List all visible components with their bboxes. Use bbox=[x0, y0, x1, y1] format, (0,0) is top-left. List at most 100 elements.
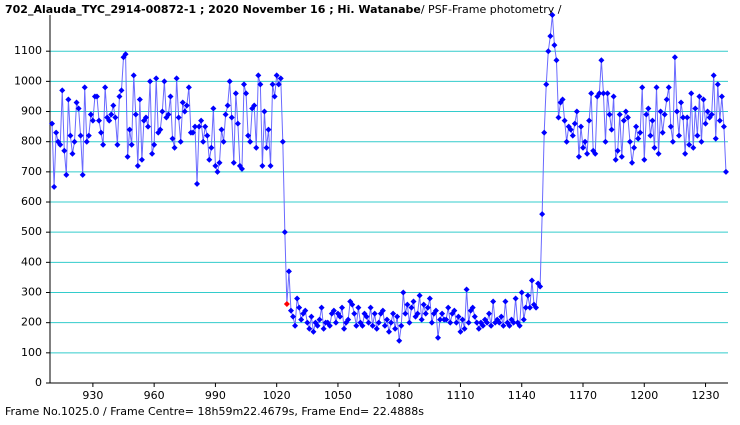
x-tick-label: 1200 bbox=[630, 389, 658, 402]
data-point bbox=[359, 322, 366, 329]
data-point bbox=[404, 301, 411, 308]
data-point bbox=[641, 156, 648, 163]
data-point bbox=[390, 310, 397, 317]
data-point bbox=[443, 316, 450, 323]
data-point bbox=[537, 283, 544, 290]
data-point bbox=[426, 295, 433, 302]
data-point bbox=[614, 147, 621, 154]
data-point bbox=[269, 81, 276, 88]
data-point bbox=[657, 108, 664, 115]
data-point bbox=[643, 111, 650, 118]
data-point bbox=[198, 117, 205, 124]
data-point bbox=[439, 310, 446, 317]
chart-subtitle: / PSF-Frame photometry / bbox=[421, 3, 562, 16]
data-point bbox=[165, 111, 172, 118]
data-point bbox=[332, 319, 339, 326]
data-point bbox=[669, 138, 676, 145]
data-point bbox=[549, 12, 556, 18]
data-point bbox=[516, 322, 523, 329]
data-point bbox=[422, 310, 429, 317]
data-point bbox=[518, 289, 525, 296]
data-point bbox=[304, 319, 311, 326]
data-point bbox=[73, 99, 80, 106]
data-point bbox=[631, 144, 638, 151]
data-point bbox=[110, 102, 117, 109]
data-point bbox=[602, 138, 609, 145]
data-point bbox=[635, 135, 642, 142]
data-point bbox=[241, 81, 248, 88]
data-point bbox=[106, 117, 113, 124]
data-point bbox=[416, 292, 423, 299]
data-point bbox=[573, 108, 580, 115]
data-point bbox=[688, 90, 695, 97]
data-point bbox=[667, 123, 674, 130]
data-point bbox=[708, 111, 715, 118]
data-point bbox=[230, 159, 237, 166]
data-point bbox=[432, 307, 439, 314]
data-point bbox=[420, 301, 427, 308]
x-tick-label: 960 bbox=[144, 389, 165, 402]
data-point bbox=[96, 117, 103, 124]
data-point bbox=[261, 108, 268, 115]
data-point bbox=[185, 84, 192, 91]
data-point bbox=[314, 322, 321, 329]
data-point bbox=[586, 117, 593, 124]
data-point bbox=[465, 319, 472, 326]
x-tick-label: 1110 bbox=[446, 389, 474, 402]
data-point bbox=[351, 310, 358, 317]
data-point bbox=[620, 117, 627, 124]
data-point bbox=[618, 153, 625, 160]
data-point bbox=[684, 114, 691, 121]
data-point bbox=[67, 132, 74, 139]
data-point bbox=[167, 93, 174, 100]
data-point bbox=[93, 93, 100, 100]
data-point bbox=[512, 295, 519, 302]
data-point bbox=[296, 304, 303, 311]
data-point bbox=[569, 132, 576, 139]
data-point bbox=[114, 141, 121, 148]
data-point bbox=[612, 156, 619, 163]
data-point bbox=[437, 316, 444, 323]
y-tick-label: 200 bbox=[21, 316, 42, 329]
data-point bbox=[551, 42, 558, 49]
data-point bbox=[339, 304, 346, 311]
data-point bbox=[678, 99, 685, 106]
data-point bbox=[522, 304, 529, 311]
x-tick-label: 1080 bbox=[385, 389, 413, 402]
data-point bbox=[283, 300, 290, 307]
data-point bbox=[287, 307, 294, 314]
data-point bbox=[539, 211, 546, 218]
data-point bbox=[704, 108, 711, 115]
data-point bbox=[600, 90, 607, 97]
data-point bbox=[533, 304, 540, 311]
data-point bbox=[622, 108, 629, 115]
data-point bbox=[649, 117, 656, 124]
data-point bbox=[524, 292, 531, 299]
data-point bbox=[65, 96, 72, 103]
data-point bbox=[553, 57, 560, 64]
data-point bbox=[208, 144, 215, 151]
data-point bbox=[285, 268, 292, 275]
data-point bbox=[700, 96, 707, 103]
data-point bbox=[61, 147, 68, 154]
x-tick-label: 1050 bbox=[324, 389, 352, 402]
data-point bbox=[469, 304, 476, 311]
data-point bbox=[541, 129, 548, 136]
data-point bbox=[59, 87, 66, 94]
data-point bbox=[457, 328, 464, 335]
data-point bbox=[383, 316, 390, 323]
data-point bbox=[277, 75, 284, 82]
data-point bbox=[663, 96, 670, 103]
data-point bbox=[271, 93, 278, 100]
data-point bbox=[126, 126, 133, 133]
data-point bbox=[98, 129, 105, 136]
data-point bbox=[598, 57, 605, 64]
light-curve bbox=[51, 14, 727, 341]
data-point bbox=[71, 138, 78, 145]
data-point bbox=[571, 120, 578, 127]
data-point bbox=[402, 310, 409, 317]
data-point bbox=[461, 325, 468, 332]
data-point bbox=[575, 153, 582, 160]
data-point bbox=[320, 325, 327, 332]
